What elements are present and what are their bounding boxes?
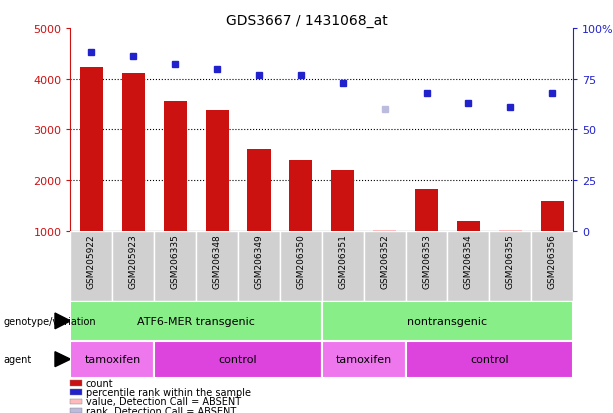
Bar [531,231,573,301]
Bar [499,230,522,231]
Text: tamoxifen: tamoxifen [84,354,140,364]
Polygon shape [55,352,70,367]
Bar [80,68,103,231]
Text: GSM205923: GSM205923 [129,233,138,288]
Bar [447,231,489,301]
Text: GSM206356: GSM206356 [547,233,557,288]
Bar [122,74,145,231]
Bar [322,231,364,301]
Bar [70,301,322,341]
Text: GSM206352: GSM206352 [380,233,389,288]
Text: GSM206349: GSM206349 [254,233,264,288]
Bar [154,341,322,378]
Bar [164,102,187,231]
Bar [415,190,438,231]
Bar [289,161,313,231]
Text: count: count [86,378,113,388]
Bar [196,231,238,301]
Text: GSM206348: GSM206348 [213,233,222,288]
Bar [489,231,531,301]
Bar [112,231,154,301]
Text: GSM206354: GSM206354 [464,233,473,288]
Text: GSM206355: GSM206355 [506,233,515,288]
Bar [364,231,406,301]
Text: GDS3667 / 1431068_at: GDS3667 / 1431068_at [226,14,387,28]
Bar [70,341,154,378]
Text: GSM206351: GSM206351 [338,233,348,288]
Bar [541,202,564,231]
Text: rank, Detection Call = ABSENT: rank, Detection Call = ABSENT [86,406,236,413]
Text: control: control [219,354,257,364]
Bar [238,231,280,301]
Polygon shape [55,313,70,329]
Text: GSM205922: GSM205922 [87,233,96,288]
Bar [205,111,229,231]
Bar [70,231,112,301]
Text: percentile rank within the sample: percentile rank within the sample [86,387,251,397]
Bar [331,171,354,231]
Text: GSM206353: GSM206353 [422,233,431,288]
Bar [248,150,270,231]
Text: control: control [470,354,509,364]
Text: GSM206350: GSM206350 [296,233,305,288]
Text: ATF6-MER transgenic: ATF6-MER transgenic [137,316,255,326]
Bar [280,231,322,301]
Text: agent: agent [3,354,31,364]
Bar [322,341,406,378]
Bar [457,222,480,231]
Text: nontransgenic: nontransgenic [408,316,487,326]
Bar [406,341,573,378]
Text: GSM206335: GSM206335 [170,233,180,288]
Bar [322,301,573,341]
Text: value, Detection Call = ABSENT: value, Detection Call = ABSENT [86,396,241,406]
Text: tamoxifen: tamoxifen [335,354,392,364]
Text: genotype/variation: genotype/variation [3,316,96,326]
Bar [154,231,196,301]
Bar [406,231,447,301]
